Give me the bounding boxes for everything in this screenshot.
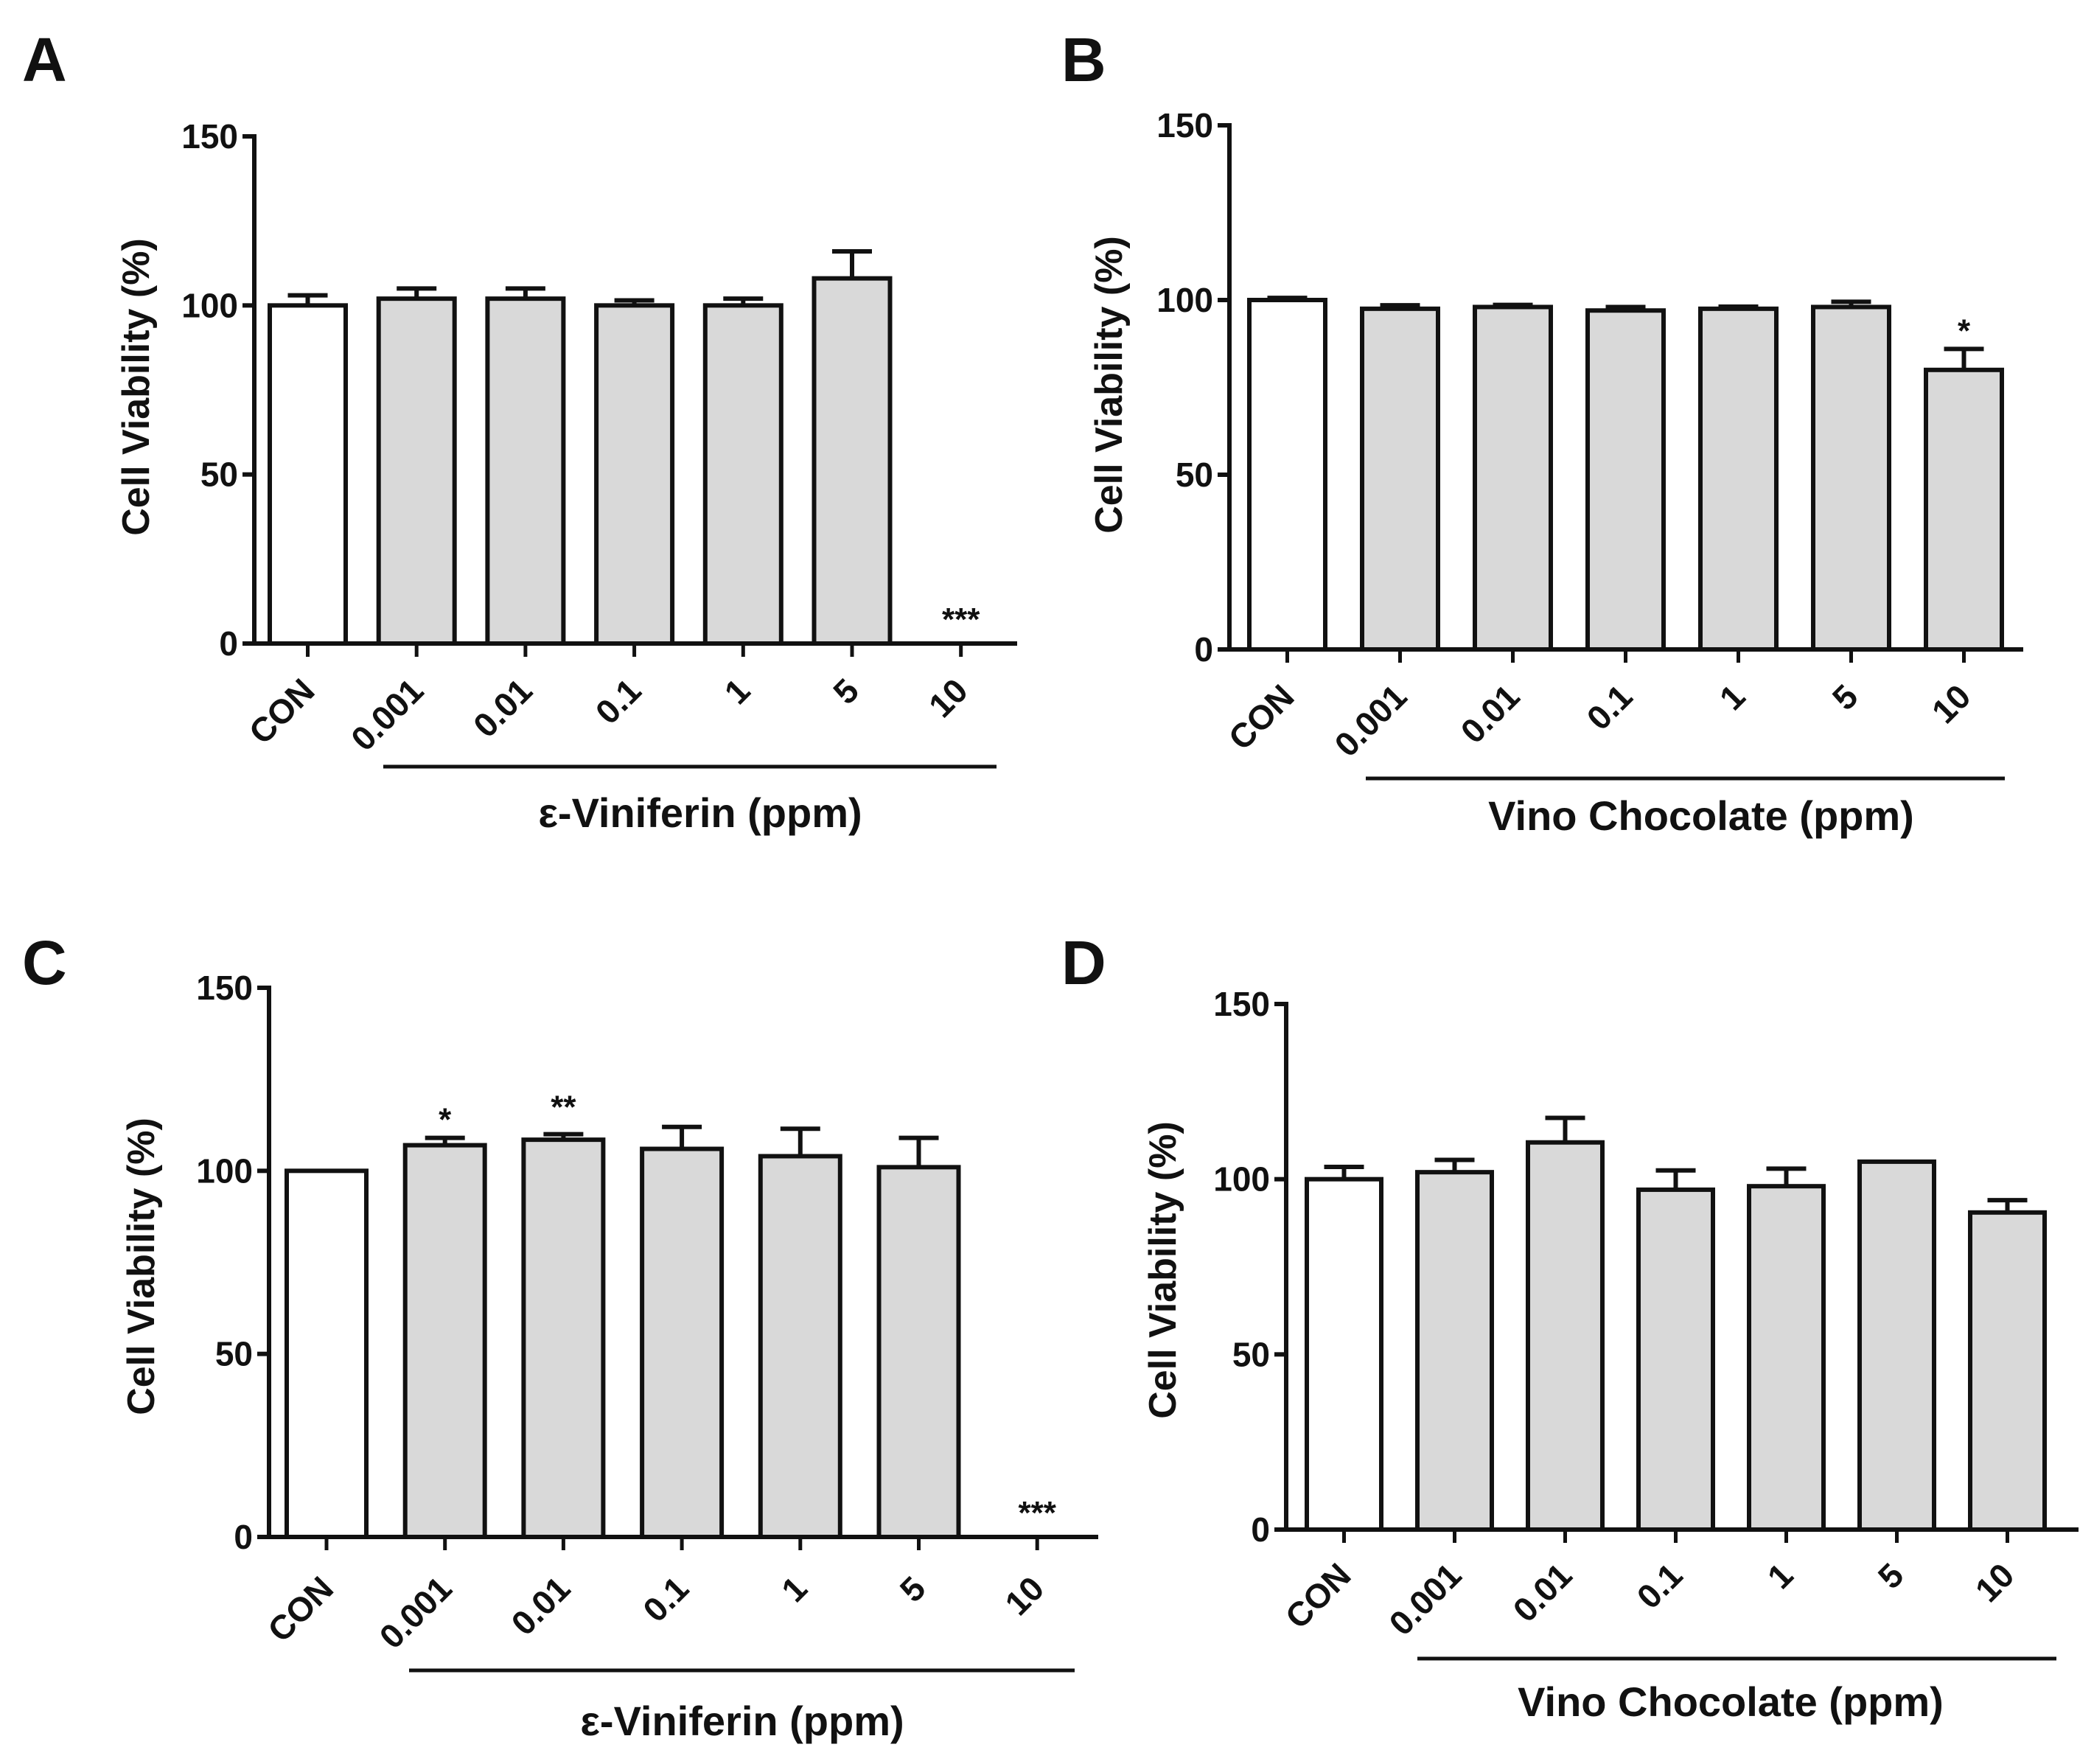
panel-d-bar bbox=[1305, 1176, 1383, 1532]
panel-c-group-label: ε-Viniferin (ppm) bbox=[580, 1698, 904, 1744]
panel-c-xtick-label: 10 bbox=[997, 1569, 1051, 1622]
panel-d-bar bbox=[1857, 1159, 1936, 1533]
panel-c-ytick-label: 0 bbox=[234, 1518, 253, 1556]
panel-b-letter: B bbox=[1061, 25, 1106, 94]
panel-c: C Cell Viability (%) ε-Viniferin (ppm) C… bbox=[22, 928, 1098, 1744]
panel-b-xtick-label: 1 bbox=[1712, 677, 1753, 717]
panel-a-bar bbox=[702, 303, 783, 646]
panel-c-significance: ** bbox=[551, 1090, 576, 1126]
panel-a-ytick-label: 150 bbox=[181, 117, 238, 156]
panel-d-ytick-label: 100 bbox=[1213, 1160, 1270, 1199]
panel-d-xtick-label: 0.01 bbox=[1505, 1555, 1579, 1629]
panel-a-xtick-label: 10 bbox=[921, 671, 975, 725]
panel-c-bar bbox=[285, 1168, 369, 1540]
panel-c-xtick-label: 1 bbox=[774, 1569, 814, 1609]
panel-d-letter: D bbox=[1061, 928, 1106, 997]
panel-a-ytick-label: 50 bbox=[200, 456, 238, 494]
panel-a-letter: A bbox=[22, 25, 67, 94]
panel-c-xtick-label: CON bbox=[260, 1569, 341, 1649]
panel-a-ylabel: Cell Viability (%) bbox=[115, 238, 158, 536]
panel-d-xtick-label: 0.1 bbox=[1630, 1555, 1690, 1616]
panel-a-bar bbox=[376, 296, 457, 646]
panel-c-bar bbox=[521, 1137, 606, 1540]
panel-b-ytick-label: 50 bbox=[1176, 456, 1213, 494]
panel-a-xtick-label: 0.001 bbox=[343, 671, 430, 758]
panel-b-xtick-label: 10 bbox=[1924, 677, 1978, 731]
panel-a-bar bbox=[594, 303, 675, 646]
panel-b-xtick-label: 5 bbox=[1825, 677, 1866, 717]
panel-d-bar bbox=[1415, 1170, 1494, 1533]
panel-c-bar bbox=[640, 1146, 725, 1539]
panel-a-xtick-label: CON bbox=[242, 671, 322, 751]
panel-b-ytick-label: 150 bbox=[1156, 106, 1213, 144]
panel-c-xtick-label: 0.01 bbox=[503, 1569, 577, 1642]
panel-c-ytick-label: 150 bbox=[196, 969, 253, 1007]
panel-a-ytick-label: 0 bbox=[219, 624, 238, 663]
panel-a-ytick-label: 100 bbox=[181, 286, 238, 324]
panel-b-bar bbox=[1360, 306, 1440, 652]
panel-d-bar bbox=[1968, 1210, 2047, 1533]
panel-d-ylabel: Cell Viability (%) bbox=[1142, 1121, 1184, 1419]
panel-c-letter: C bbox=[22, 928, 67, 997]
panel-b-xtick-label: 0.1 bbox=[1580, 677, 1640, 737]
panel-d: D Cell Viability (%) Vino Chocolate (ppm… bbox=[1061, 928, 2079, 1725]
panel-a-bar bbox=[485, 296, 566, 646]
panel-d-xtick-label: 0.001 bbox=[1381, 1555, 1468, 1642]
panel-c-bar bbox=[876, 1165, 961, 1540]
panel-b: B Cell Viability (%) Vino Chocolate (ppm… bbox=[1061, 25, 2023, 839]
panel-c-significance: *** bbox=[1019, 1495, 1057, 1531]
panel-a: A Cell Viability (%) ε-Viniferin (ppm) C… bbox=[22, 25, 1017, 836]
panel-d-xtick-label: 1 bbox=[1760, 1555, 1801, 1596]
panel-a-xtick-label: 0.1 bbox=[588, 671, 649, 731]
panel-c-xtick-label: 5 bbox=[893, 1569, 933, 1609]
panel-b-ylabel: Cell Viability (%) bbox=[1088, 236, 1131, 534]
panel-a-xtick-label: 0.01 bbox=[466, 671, 540, 745]
panel-d-group-label: Vino Chocolate (ppm) bbox=[1518, 1678, 1944, 1725]
panel-b-xtick-label: 0.001 bbox=[1327, 677, 1414, 764]
panel-b-bar bbox=[1247, 298, 1327, 652]
panel-c-xtick-label: 0.001 bbox=[372, 1569, 459, 1656]
panel-b-bar bbox=[1698, 306, 1779, 652]
panel-d-xtick-label: 5 bbox=[1871, 1555, 1911, 1596]
panel-a-xtick-label: 1 bbox=[717, 671, 758, 711]
panel-c-xtick-label: 0.1 bbox=[635, 1569, 696, 1629]
panel-c-ytick-label: 100 bbox=[196, 1151, 253, 1190]
panel-a-significance: *** bbox=[942, 602, 980, 638]
panel-b-bar bbox=[1585, 308, 1666, 652]
panel-b-bar bbox=[1924, 367, 2004, 652]
panel-d-ytick-label: 150 bbox=[1213, 985, 1270, 1023]
panel-d-xtick-label: CON bbox=[1278, 1555, 1358, 1636]
panel-d-bar bbox=[1636, 1187, 1715, 1532]
panel-d-xtick-label: 10 bbox=[1968, 1555, 2022, 1609]
panel-d-bar bbox=[1526, 1140, 1605, 1533]
panel-d-ytick-label: 50 bbox=[1232, 1335, 1270, 1373]
panel-a-bar bbox=[268, 303, 348, 646]
panel-c-bar bbox=[402, 1143, 487, 1539]
panel-b-group-label: Vino Chocolate (ppm) bbox=[1488, 792, 1914, 839]
panel-c-ylabel: Cell Viability (%) bbox=[120, 1118, 163, 1415]
panel-b-ytick-label: 0 bbox=[1194, 630, 1213, 669]
panel-c-bar bbox=[758, 1154, 842, 1539]
panel-d-bar bbox=[1747, 1184, 1826, 1532]
panel-b-bar bbox=[1811, 304, 1891, 652]
panel-c-ytick-label: 50 bbox=[215, 1335, 253, 1373]
panel-b-ytick-label: 100 bbox=[1156, 281, 1213, 319]
panel-b-significance: * bbox=[1958, 313, 1971, 349]
panel-c-significance: * bbox=[439, 1102, 452, 1138]
panel-a-xtick-label: 5 bbox=[826, 671, 866, 711]
panel-b-xtick-label: CON bbox=[1221, 677, 1302, 757]
panel-a-bar bbox=[812, 276, 893, 646]
panel-b-xtick-label: 0.01 bbox=[1453, 677, 1526, 750]
panel-b-bar bbox=[1473, 304, 1553, 652]
panel-a-group-label: ε-Viniferin (ppm) bbox=[538, 789, 862, 836]
panel-d-ytick-label: 0 bbox=[1251, 1510, 1270, 1549]
